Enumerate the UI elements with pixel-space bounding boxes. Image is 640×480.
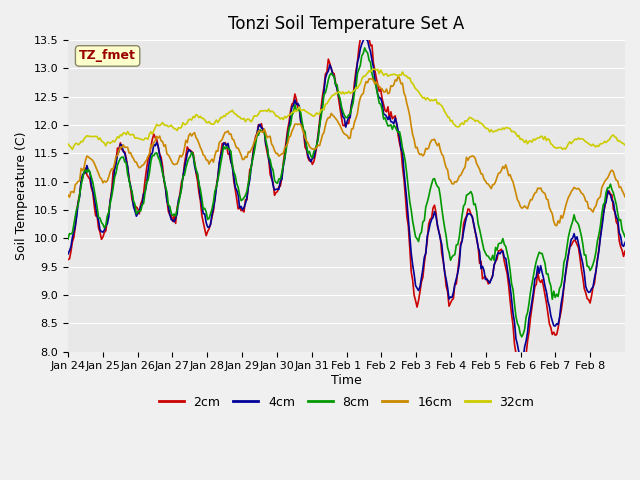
2cm bbox=[360, 24, 367, 30]
8cm bbox=[621, 234, 629, 240]
4cm bbox=[351, 86, 358, 92]
32cm bbox=[64, 141, 72, 147]
2cm bbox=[100, 229, 108, 235]
4cm bbox=[620, 243, 627, 249]
4cm bbox=[100, 227, 108, 233]
2cm bbox=[463, 213, 470, 219]
Y-axis label: Soil Temperature (C): Soil Temperature (C) bbox=[15, 132, 28, 260]
8cm bbox=[620, 230, 627, 236]
32cm bbox=[547, 141, 555, 147]
16cm bbox=[620, 191, 627, 196]
4cm bbox=[83, 163, 91, 168]
2cm bbox=[351, 79, 358, 85]
8cm bbox=[64, 236, 72, 242]
16cm bbox=[100, 178, 108, 184]
16cm bbox=[545, 204, 553, 210]
X-axis label: Time: Time bbox=[331, 374, 362, 387]
Text: TZ_fmet: TZ_fmet bbox=[79, 49, 136, 62]
16cm bbox=[553, 223, 561, 228]
16cm bbox=[64, 192, 72, 198]
2cm bbox=[64, 257, 72, 263]
Line: 2cm: 2cm bbox=[68, 27, 625, 376]
2cm bbox=[83, 172, 91, 178]
8cm bbox=[463, 192, 470, 198]
8cm bbox=[518, 334, 525, 340]
32cm bbox=[620, 141, 627, 146]
8cm bbox=[83, 169, 91, 175]
8cm bbox=[351, 89, 358, 95]
32cm bbox=[621, 142, 629, 148]
8cm bbox=[100, 225, 108, 231]
8cm bbox=[361, 45, 369, 51]
Line: 4cm: 4cm bbox=[68, 35, 625, 360]
4cm bbox=[516, 357, 524, 363]
32cm bbox=[102, 143, 109, 149]
4cm bbox=[621, 240, 629, 245]
32cm bbox=[352, 84, 360, 90]
2cm bbox=[620, 253, 627, 259]
32cm bbox=[464, 117, 472, 123]
Line: 8cm: 8cm bbox=[68, 48, 625, 337]
4cm bbox=[64, 251, 72, 257]
2cm bbox=[547, 325, 555, 331]
32cm bbox=[84, 133, 92, 139]
32cm bbox=[369, 66, 377, 72]
4cm bbox=[463, 214, 470, 220]
Title: Tonzi Soil Temperature Set A: Tonzi Soil Temperature Set A bbox=[228, 15, 465, 33]
16cm bbox=[621, 194, 629, 200]
16cm bbox=[394, 73, 402, 79]
32cm bbox=[68, 146, 76, 152]
16cm bbox=[463, 155, 470, 160]
4cm bbox=[361, 32, 369, 38]
8cm bbox=[547, 283, 555, 288]
Line: 16cm: 16cm bbox=[68, 76, 625, 226]
2cm bbox=[516, 373, 524, 379]
16cm bbox=[83, 153, 91, 159]
16cm bbox=[351, 119, 358, 125]
Line: 32cm: 32cm bbox=[68, 69, 625, 149]
2cm bbox=[621, 248, 629, 254]
4cm bbox=[547, 313, 555, 319]
Legend: 2cm, 4cm, 8cm, 16cm, 32cm: 2cm, 4cm, 8cm, 16cm, 32cm bbox=[154, 391, 540, 414]
